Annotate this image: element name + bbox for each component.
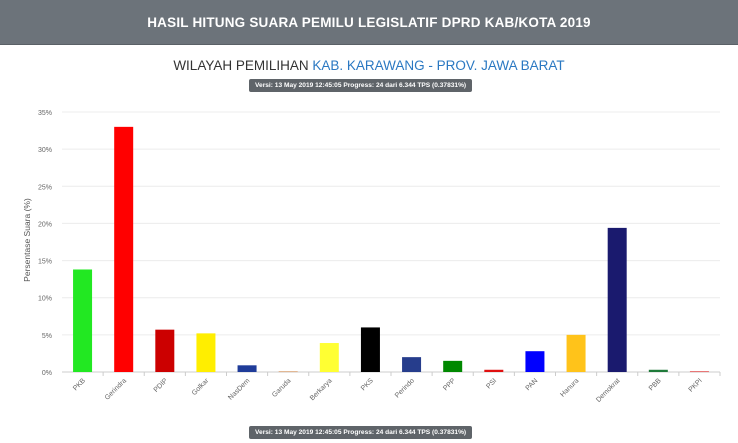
y-tick-label: 10% [38, 296, 52, 303]
bar-psi[interactable] [484, 369, 504, 372]
x-tick-label: Hanura [559, 377, 580, 398]
x-tick-label: Garuda [271, 377, 293, 399]
y-tick-label: 35% [38, 110, 52, 117]
x-tick-label: PDIP [153, 377, 170, 394]
x-tick-label: Demokrat [595, 377, 621, 403]
x-tick-label: Perindo [394, 377, 416, 399]
bar-ppp[interactable] [443, 360, 463, 372]
x-tick-label: Golkar [191, 377, 211, 397]
x-tick-label: PKPI [688, 377, 704, 393]
y-tick-label: 30% [38, 147, 52, 154]
bars-layer [73, 126, 709, 373]
x-tick-label: PKS [360, 377, 375, 392]
bar-gerindra[interactable] [114, 126, 134, 372]
region-value: KAB. KARAWANG - PROV. JAWA BARAT [312, 58, 565, 73]
x-tick-label: PPP [442, 377, 457, 392]
version-badge-top: Versi: 13 May 2019 12:45:05 Progress: 24… [249, 79, 473, 92]
x-tick-label: Berkarya [309, 377, 334, 402]
bar-pdip[interactable] [155, 329, 175, 372]
bar-nasdem[interactable] [237, 365, 257, 372]
page-title: HASIL HITUNG SUARA PEMILU LEGISLATIF DPR… [147, 14, 591, 30]
header-bar: HASIL HITUNG SUARA PEMILU LEGISLATIF DPR… [0, 0, 738, 45]
x-tick-label: PKB [72, 377, 87, 392]
version-badge-bottom: Versi: 13 May 2019 12:45:05 Progress: 24… [249, 426, 473, 439]
bar-golkar[interactable] [196, 333, 216, 372]
y-axis-ticks: 0% 5% 10% 15% 20% 25% 30% 35% [38, 110, 52, 377]
y-tick-label: 25% [38, 184, 52, 191]
bar-perindo[interactable] [402, 357, 422, 372]
region-label: WILAYAH PEMILIHAN [173, 58, 309, 73]
x-tick-label: PAN [525, 377, 540, 392]
y-tick-label: 5% [42, 333, 52, 340]
y-tick-label: 0% [42, 370, 52, 377]
bar-berkarya[interactable] [319, 343, 339, 372]
bar-chart: 0% 5% 10% 15% 20% 25% 30% 35% PKB Gerindra PDIP Go… [22, 110, 721, 404]
bar-pkpi[interactable] [689, 371, 709, 373]
x-tick-label: PSI [485, 377, 498, 390]
x-tick-label: PBB [648, 377, 663, 392]
x-tick-label: Gerindra [104, 377, 128, 401]
bar-pbb[interactable] [648, 369, 668, 372]
x-axis-ticks: PKB Gerindra PDIP Golkar NasDem Garuda Berkary… [72, 372, 721, 404]
x-tick-label: NasDem [227, 377, 251, 401]
bar-garuda[interactable] [278, 371, 298, 373]
bar-hanura[interactable] [566, 334, 586, 372]
region-heading: WILAYAH PEMILIHAN KAB. KARAWANG - PROV. … [0, 58, 738, 73]
y-axis-label: Persentase Suara (%) [22, 198, 32, 282]
chart-container: 0% 5% 10% 15% 20% 25% 30% 35% PKB Gerindra PDIP Go… [0, 95, 738, 425]
y-tick-label: 15% [38, 259, 52, 266]
bar-demokrat[interactable] [607, 227, 627, 372]
bar-pan[interactable] [525, 351, 545, 372]
bar-pks[interactable] [360, 327, 380, 372]
bar-pkb[interactable] [73, 269, 93, 372]
y-tick-label: 20% [38, 221, 52, 228]
